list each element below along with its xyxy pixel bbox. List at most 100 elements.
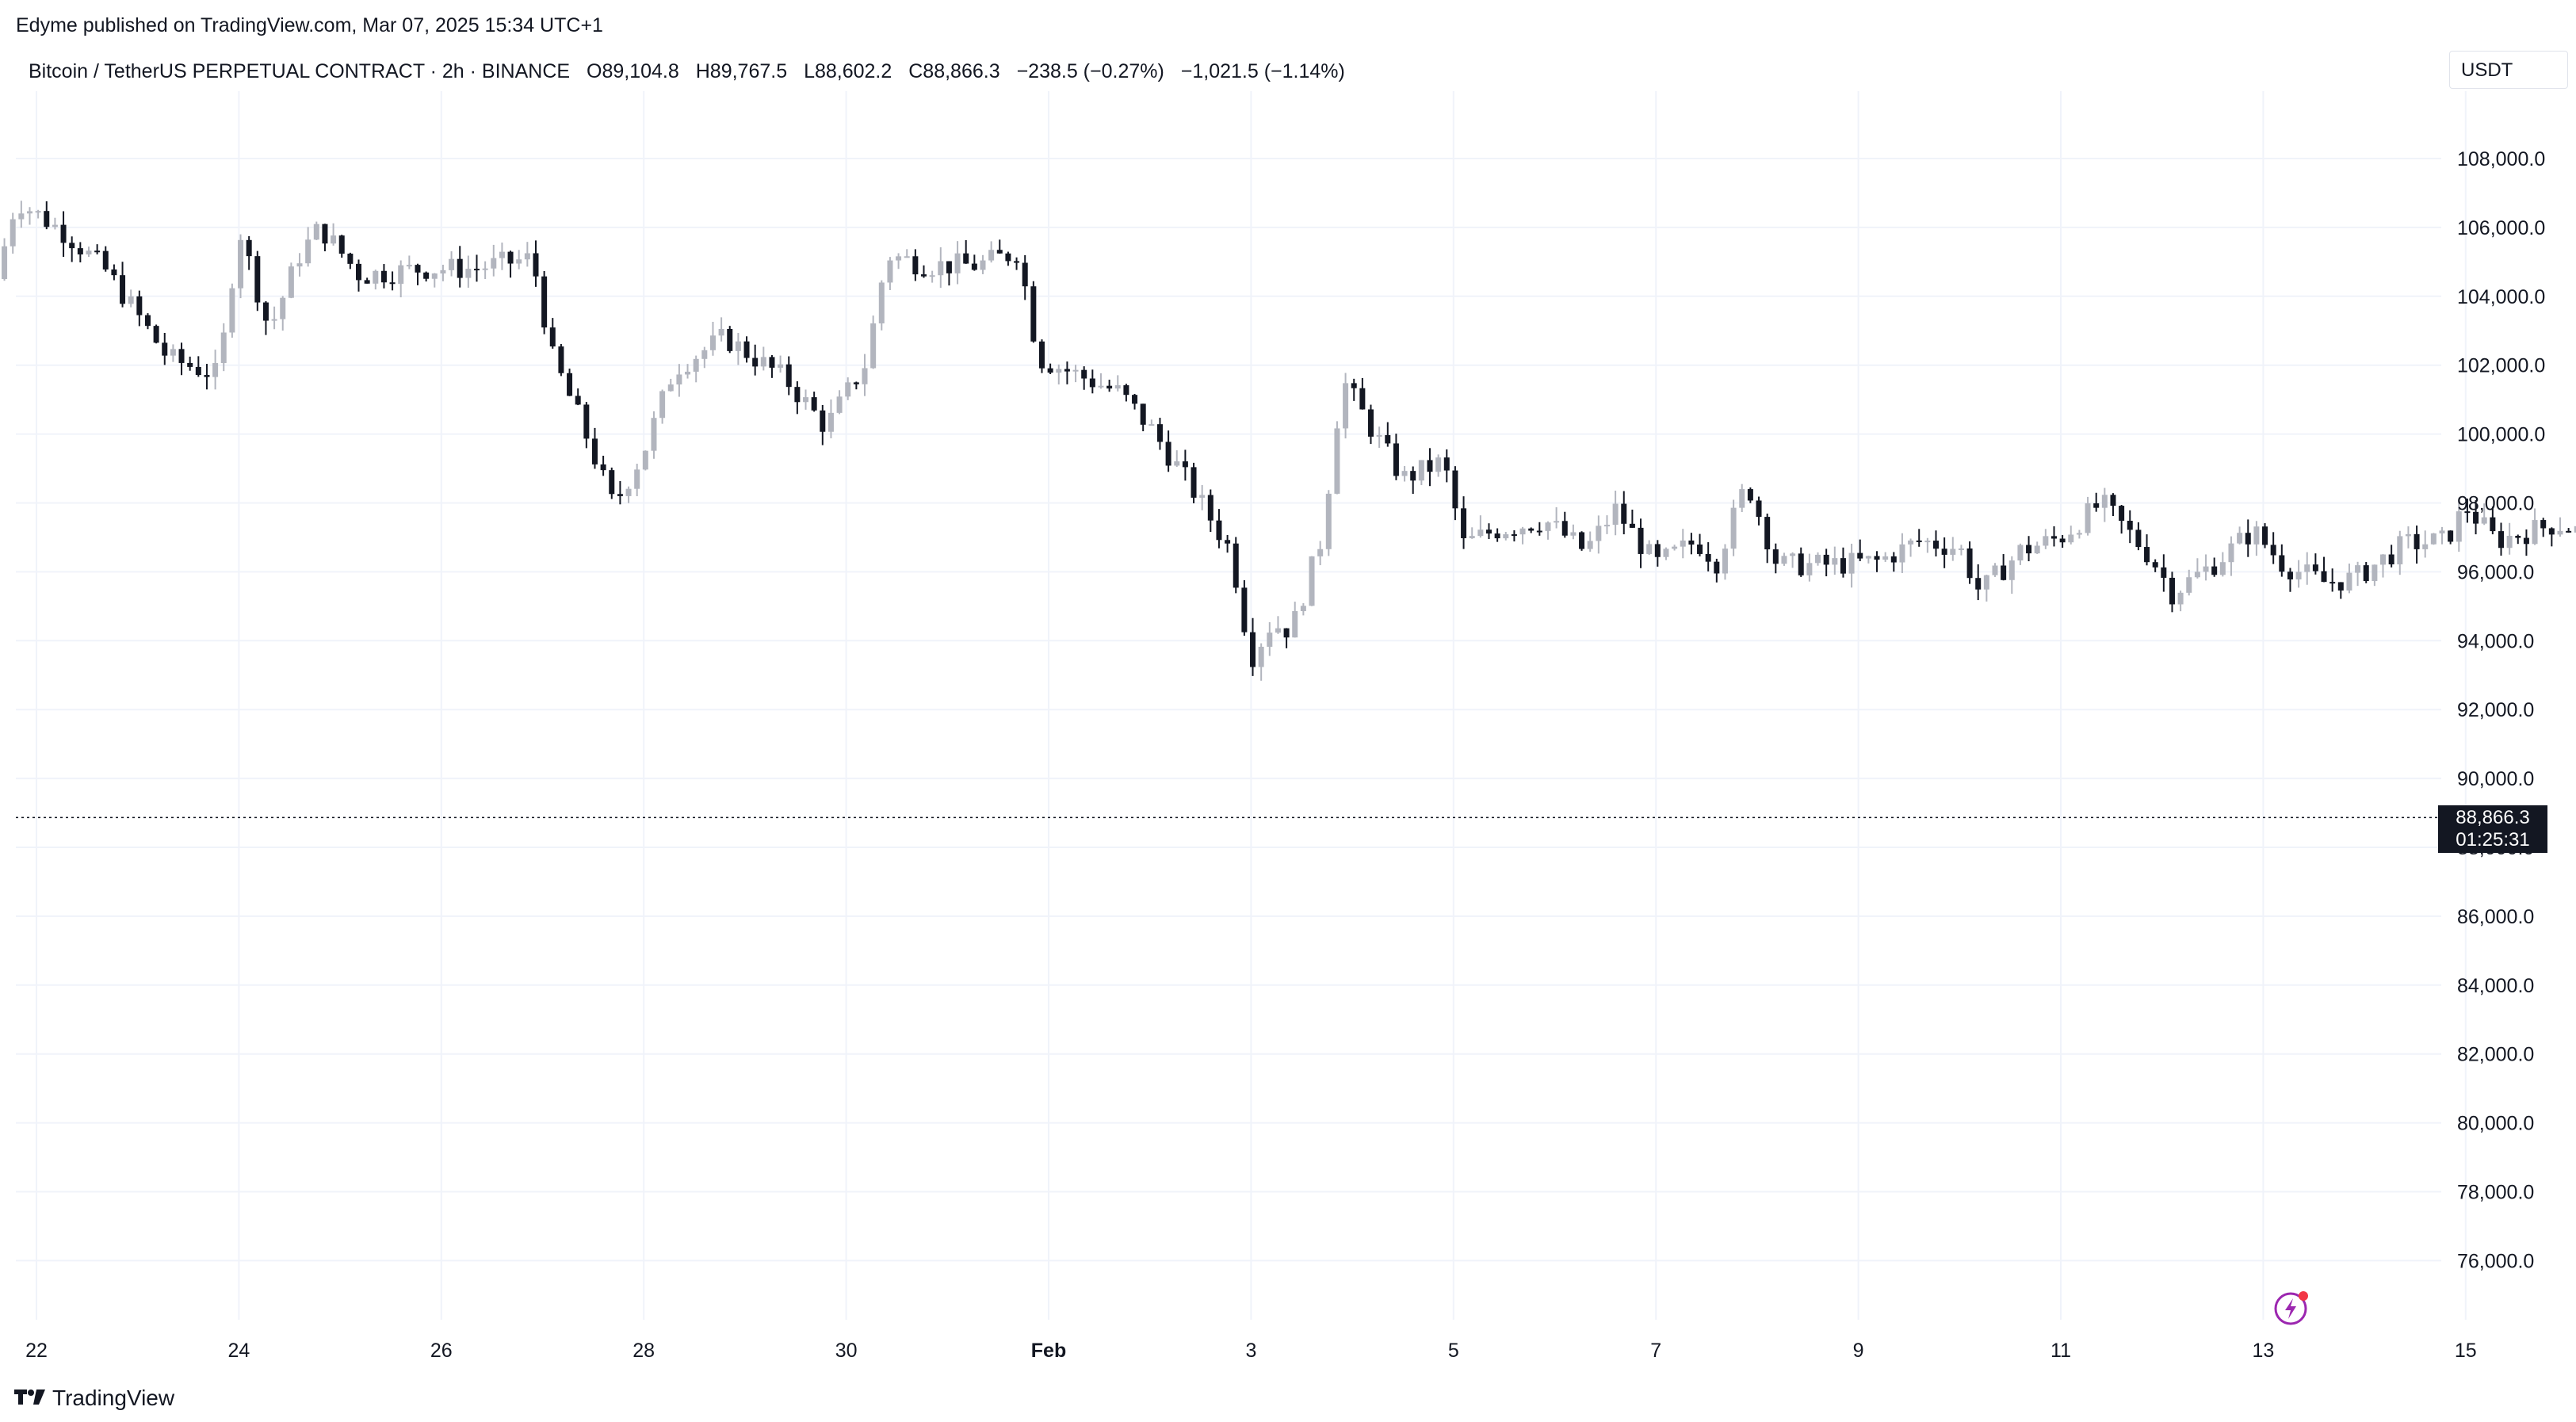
candle [1983,575,1989,602]
candle [2464,499,2471,523]
ohlc-open: O89,104.8 [587,60,679,82]
candle [331,223,337,246]
candle [1199,484,1206,510]
candle [583,402,590,449]
ohlc-low: L88,602.2 [804,60,892,82]
candle [996,239,1003,254]
candle [709,321,716,356]
x-tick-label: 30 [835,1340,858,1362]
x-tick-label: 15 [2455,1340,2477,1362]
candle [2498,522,2504,556]
candle [634,464,640,497]
candle [1672,545,1678,551]
candle [1536,522,1542,536]
candle [1334,421,1340,495]
candle [2490,506,2496,535]
candle [1401,465,1408,482]
candle [52,217,58,230]
candle [69,236,75,262]
candle [313,221,319,240]
candle [1596,515,1602,554]
candle [2506,522,2513,555]
candle [280,296,286,331]
candle [963,239,969,264]
candle [591,427,598,469]
candle [2026,536,2032,562]
candle [1924,537,1931,553]
candle [727,326,733,354]
candle [482,261,488,280]
candle [1064,361,1070,384]
candle [811,392,817,412]
candle [2287,568,2293,592]
candle [1823,549,1829,577]
tradingview-logo[interactable]: TradingView [14,1386,174,1411]
candle [1156,418,1163,450]
candle [2312,553,2318,575]
candle [1587,531,1593,552]
candle [600,455,606,476]
x-tick-label: 3 [1245,1340,1256,1362]
candle [1579,531,1585,551]
candle [2001,554,2007,581]
y-tick-label: 100,000.0 [2457,424,2545,446]
candle [296,253,303,277]
candle [1806,553,1813,582]
candle [912,249,919,281]
candle [1790,552,1796,568]
candle [60,211,67,258]
lightning-icon[interactable] [2273,1288,2311,1330]
candle [35,209,41,219]
candle [1874,551,1880,572]
candle [651,411,657,459]
svg-text:Bitcoin / TetherUS PERPETUAL C: Bitcoin / TetherUS PERPETUAL CONTRACT · … [29,60,1345,82]
candle [2135,522,2142,551]
candle [853,381,859,390]
candle [1629,509,1635,528]
candle [2473,500,2479,535]
candle [288,262,294,299]
y-tick-label: 86,000.0 [2457,906,2534,928]
candle [2043,529,2049,549]
candle [1191,462,1197,503]
candle [1325,490,1332,556]
candle [1882,552,1889,562]
symbol-title[interactable]: Bitcoin / TetherUS PERPETUAL CONTRACT · … [29,60,570,82]
candle [373,269,379,290]
candle [1966,541,1973,584]
candle [2017,543,2024,565]
candle [26,207,32,225]
candle [1114,375,1121,392]
candle [220,323,227,372]
candle [785,356,792,396]
candle [1705,542,1711,571]
candle [1890,552,1897,572]
candle [254,250,261,312]
candle [10,212,16,254]
candle [2237,526,2243,545]
candle [1258,643,1264,681]
candle [1368,404,1374,445]
candle [2050,526,2057,547]
candle [204,364,210,390]
x-tick-label: Feb [1031,1340,1066,1362]
y-tick-label: 106,000.0 [2457,217,2545,239]
candle [338,235,345,258]
candle [1933,530,1940,557]
candle [870,315,877,369]
candle [1241,579,1248,636]
y-tick-label: 84,000.0 [2457,975,2534,997]
candle [2203,554,2209,581]
candle [499,243,505,270]
candle [1654,540,1661,567]
currency-selector[interactable]: USDT [2449,51,2568,89]
candle [305,227,311,267]
candle [1267,621,1273,656]
candle [322,224,328,252]
y-tick-label: 108,000.0 [2457,148,2545,170]
candle [1815,552,1821,566]
candle [1165,430,1171,472]
y-tick-label: 80,000.0 [2457,1113,2534,1135]
candle [1857,539,1863,561]
